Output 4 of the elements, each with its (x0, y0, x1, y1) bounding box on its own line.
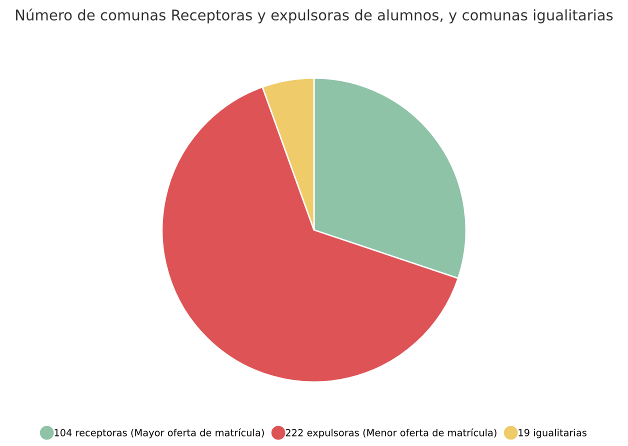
legend-label: 222 expulsoras (Menor oferta de matrícula) (286, 428, 496, 438)
legend-label: 19 igualitarias (518, 428, 587, 438)
chart-title: Número de comunas Receptoras y expulsoras de alumnos, y comunas igualitarias (16, 8, 613, 24)
legend-label: 104 receptoras (Mayor oferta de matrícula) (54, 428, 264, 438)
